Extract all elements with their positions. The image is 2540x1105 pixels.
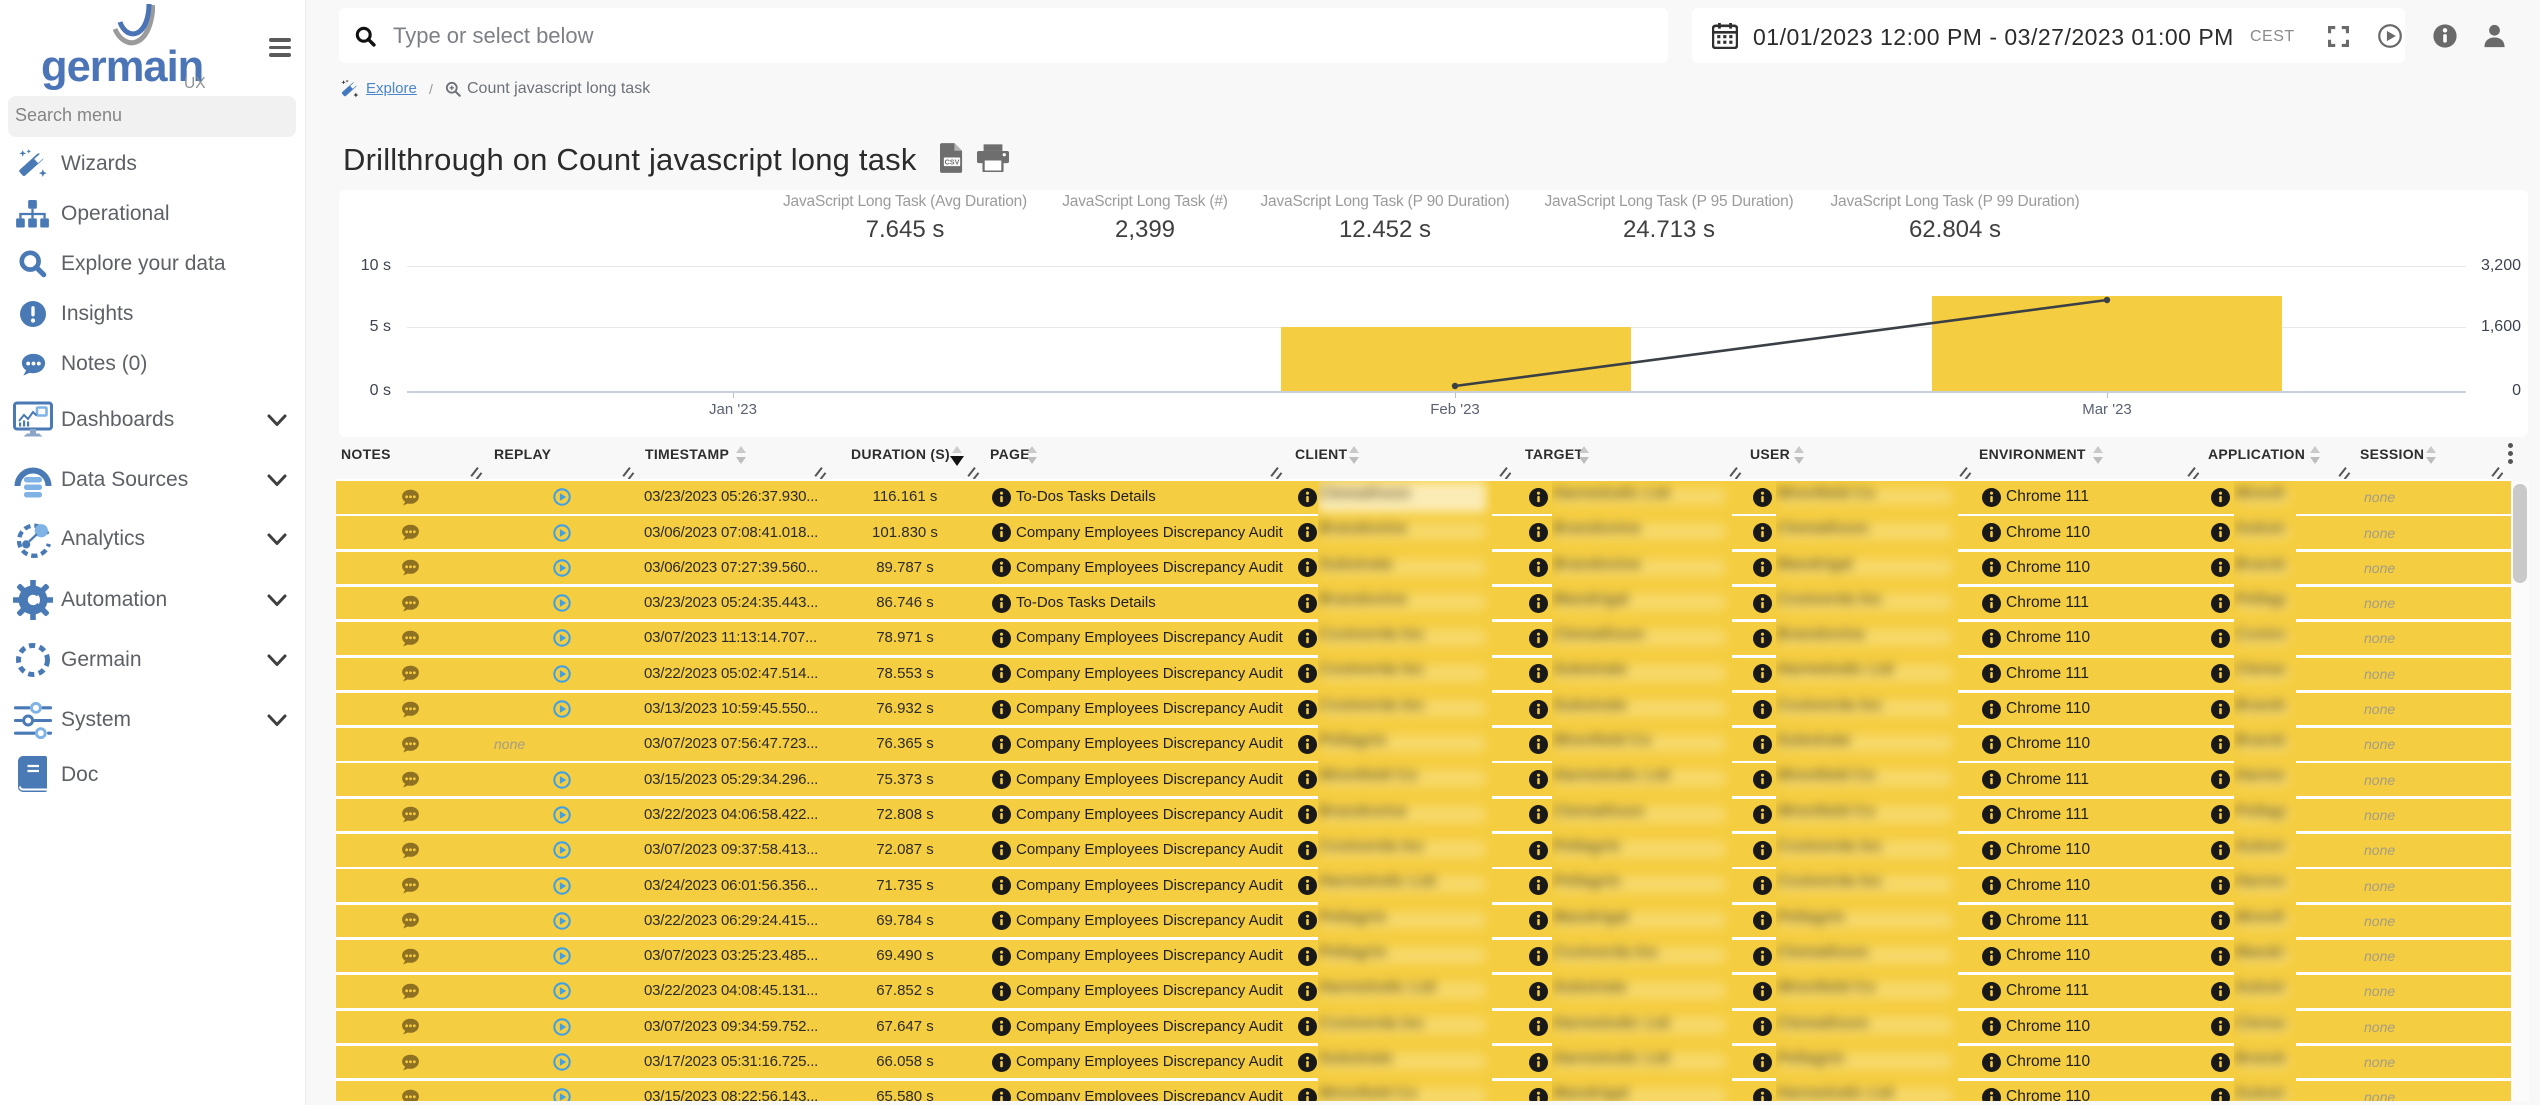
svg-text:CSV: CSV (945, 158, 960, 167)
